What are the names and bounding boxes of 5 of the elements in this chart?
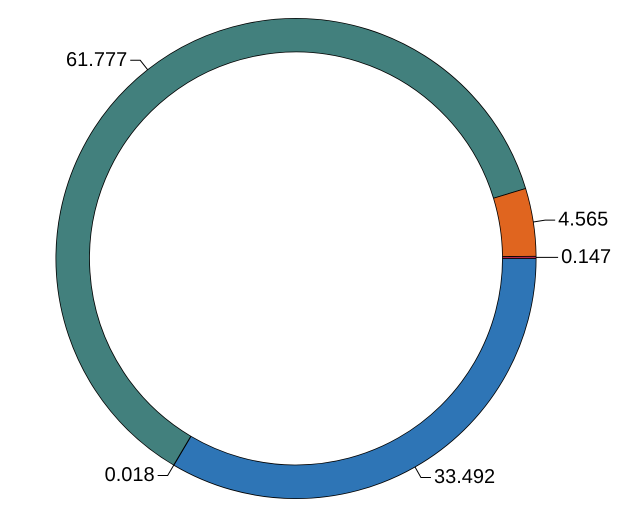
data-label: 33.492 xyxy=(434,466,496,488)
data-label: 4.565 xyxy=(558,208,608,231)
data-label: 0.147 xyxy=(561,246,612,268)
data-label: 61.777 xyxy=(66,48,128,71)
data-label: 0.018 xyxy=(104,464,155,486)
